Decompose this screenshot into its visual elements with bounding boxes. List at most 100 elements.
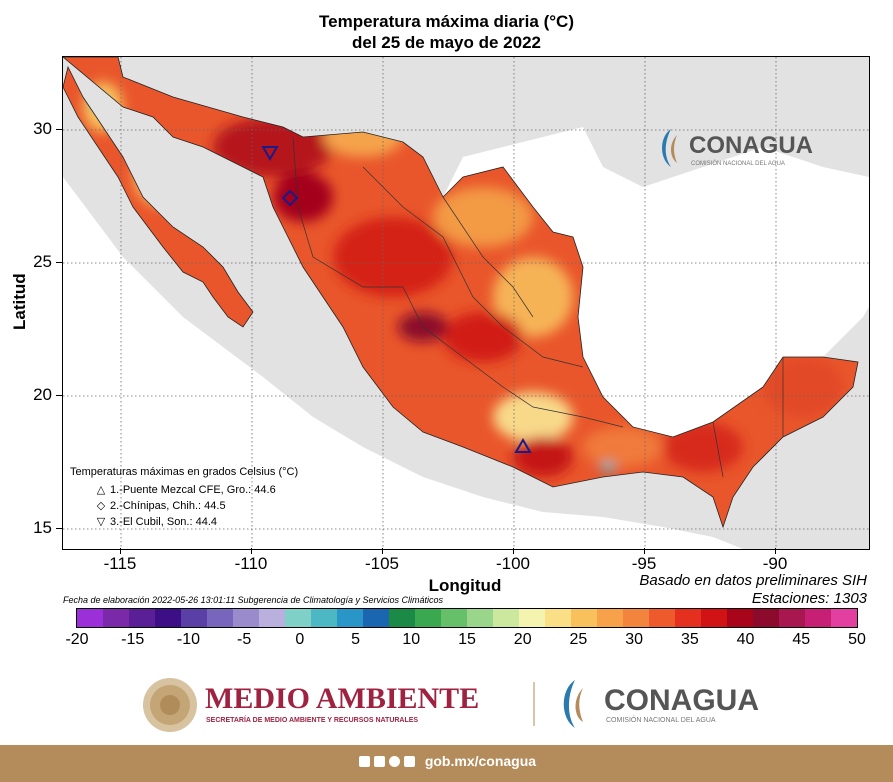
xtick-mark	[120, 548, 121, 554]
footer-conagua-name: CONAGUA	[604, 684, 759, 717]
colorbar-segment	[701, 609, 727, 627]
colorbar-segment	[103, 609, 129, 627]
colorbar-segment	[337, 609, 363, 627]
legend-item-label: 2.-Chínipas, Chih.: 44.5	[110, 500, 226, 512]
gulf-of-mexico	[443, 127, 869, 437]
colorbar-tick-label: 15	[458, 631, 476, 648]
colorbar-tick-label: 0	[295, 631, 305, 648]
map-canvas	[63, 57, 869, 549]
colorbar-segment	[597, 609, 623, 627]
station-markers	[261, 146, 532, 453]
xtick-mark	[644, 548, 645, 554]
colorbar-segment	[441, 609, 467, 627]
colorbar-tick-label: 25	[569, 631, 588, 648]
colorbar-segment	[155, 609, 181, 627]
colorbar-segment	[727, 609, 753, 627]
colorbar-segment	[753, 609, 779, 627]
facebook-icon[interactable]	[358, 756, 370, 767]
triangle-down-icon: ▽	[96, 516, 106, 528]
y-axis-label: Latitud	[10, 273, 29, 330]
footer-url[interactable]: gob.mx/conagua	[424, 753, 537, 769]
mexico-seal-icon	[143, 678, 197, 732]
colorbar-segment	[311, 609, 337, 627]
marker-puente-mezcal	[514, 438, 532, 453]
conagua-sub: COMISIÓN NACIONAL DEL AGUA	[691, 160, 785, 167]
legend-item-label: 1.-Puente Mezcal CFE, Gro.: 44.6	[110, 484, 276, 496]
youtube-icon[interactable]	[403, 756, 415, 767]
colorbar	[76, 608, 858, 628]
ytick-label: 20	[33, 385, 52, 404]
colorbar-segment	[77, 609, 103, 627]
colorbar-segment	[363, 609, 389, 627]
colorbar-segment	[805, 609, 831, 627]
colorbar-segment	[545, 609, 571, 627]
ytick-mark	[56, 528, 62, 529]
station-legend: Temperaturas máximas en grados Celsius (…	[70, 464, 298, 530]
colorbar-tick-label: -20	[65, 631, 89, 648]
elaboration-date: Fecha de elaboración 2022-05-26 13:01:11…	[63, 595, 444, 605]
legend-item-label: 3.-El Cubil, Son.: 44.4	[110, 516, 218, 528]
marker-chinipas	[281, 189, 299, 207]
xtick-mark	[382, 548, 383, 554]
ytick-mark	[56, 395, 62, 396]
conagua-drop-icon	[563, 680, 583, 728]
colorbar-tick-label: 40	[736, 631, 755, 648]
legend-item: ◇ 2.-Chínipas, Chih.: 44.5	[70, 498, 298, 514]
xtick-label: -105	[364, 554, 400, 573]
ytick-label: 30	[33, 119, 52, 138]
x-axis-label: Longitud	[428, 576, 502, 595]
colorbar-tick-label: -15	[121, 631, 145, 648]
ytick-label: 15	[33, 518, 52, 537]
map-title-line2: del 25 de mayo de 2022	[352, 33, 541, 52]
legend-item: ▽ 3.-El Cubil, Son.: 44.4	[70, 514, 298, 530]
colorbar-segment	[467, 609, 493, 627]
xtick-label: -90	[762, 554, 788, 573]
legend-item: △ 1.-Puente Mezcal CFE, Gro.: 44.6	[70, 482, 298, 498]
conagua-name: CONAGUA	[689, 132, 813, 159]
colorbar-segment	[675, 609, 701, 627]
xtick-label: -115	[103, 554, 137, 573]
pacific-ocean	[63, 177, 743, 549]
colorbar-segment	[415, 609, 441, 627]
diamond-icon: ◇	[96, 500, 106, 512]
xtick-label: -110	[234, 554, 268, 573]
colorbar-tick-label: 45	[792, 631, 811, 648]
ytick-mark	[56, 129, 62, 130]
colorbar-segment	[831, 609, 857, 627]
triangle-up-icon: △	[96, 484, 106, 496]
legend-heading: Temperaturas máximas en grados Celsius (…	[70, 466, 299, 478]
ytick-label: 25	[33, 252, 52, 271]
colorbar-tick-label: 50	[848, 631, 866, 648]
marker-el-cubil	[261, 146, 279, 161]
colorbar-tick-label: -5	[237, 631, 252, 648]
colorbar-tick-label: 10	[402, 631, 421, 648]
ytick-mark	[56, 262, 62, 263]
colorbar-tick-label: 5	[351, 631, 361, 648]
colorbar-tick-label: 35	[680, 631, 699, 648]
xtick-mark	[251, 548, 252, 554]
colorbar-segment	[259, 609, 285, 627]
colorbar-segment	[519, 609, 545, 627]
instagram-icon[interactable]	[388, 756, 400, 767]
colorbar-segment	[181, 609, 207, 627]
twitter-icon[interactable]	[373, 756, 385, 767]
colorbar-tick-label: 30	[625, 631, 644, 648]
xtick-mark	[513, 548, 514, 554]
semarnat-sub: SECRETARÍA DE MEDIO AMBIENTE Y RECURSOS …	[206, 715, 418, 724]
colorbar-segment	[129, 609, 155, 627]
xtick-mark	[775, 548, 776, 554]
map-title-line1: Temperatura máxima diaria (°C)	[319, 12, 574, 31]
footer-logos: MEDIO AMBIENTE SECRETARÍA DE MEDIO AMBIE…	[0, 670, 893, 740]
xtick-label: -100	[495, 554, 531, 573]
colorbar-segment	[493, 609, 519, 627]
conagua-logo-map: CONAGUA COMISIÓN NACIONAL DEL AGUA	[657, 125, 837, 176]
colorbar-segment	[571, 609, 597, 627]
footer-bar-content: gob.mx/conagua	[0, 753, 893, 769]
colorbar-segment	[649, 609, 675, 627]
colorbar-segment	[623, 609, 649, 627]
colorbar-segment	[779, 609, 805, 627]
temperature-map: CONAGUA COMISIÓN NACIONAL DEL AGUA	[62, 56, 870, 550]
footer-bar: gob.mx/conagua	[0, 745, 893, 782]
source-line1: Basado en datos preliminares SIH	[639, 572, 867, 589]
colorbar-segment	[207, 609, 233, 627]
